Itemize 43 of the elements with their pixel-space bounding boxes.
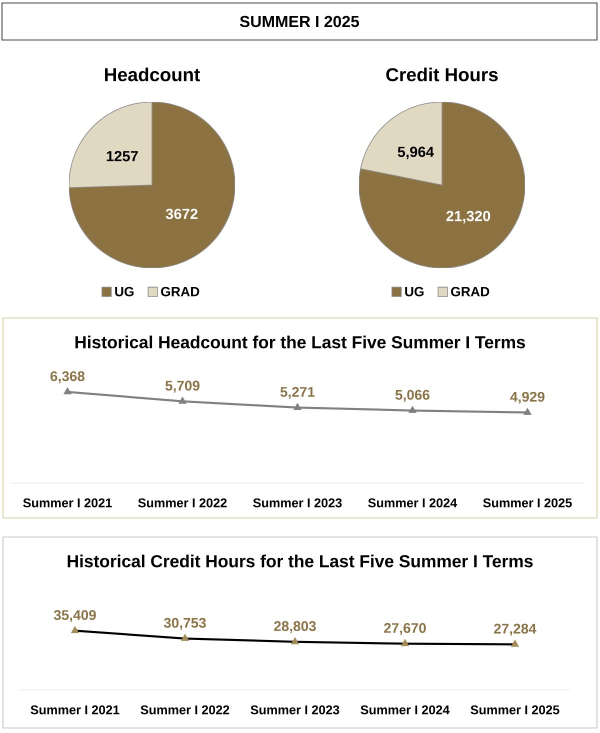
data-label: 5,964 bbox=[398, 146, 434, 160]
x-tick-label: Summer I 2024 bbox=[360, 705, 450, 714]
x-tick-label: Summer I 2021 bbox=[23, 498, 112, 508]
data-label: 35,409 bbox=[54, 610, 96, 622]
data-label: 21,320 bbox=[446, 210, 490, 224]
data-label: 5,066 bbox=[395, 390, 430, 402]
x-tick-label: Summer I 2022 bbox=[140, 705, 230, 714]
chart-title: Historical Credit Hours for the Last Five Summer I Terms bbox=[68, 554, 533, 568]
point bbox=[524, 408, 532, 415]
data-label: 30,753 bbox=[164, 618, 206, 630]
point bbox=[64, 387, 72, 394]
legend-label: GRAD bbox=[161, 286, 200, 296]
x-tick-label: Summer I 2024 bbox=[368, 498, 458, 508]
point bbox=[291, 637, 299, 644]
point bbox=[71, 626, 79, 634]
legend-label: UG bbox=[115, 286, 134, 296]
data-label: 6,368 bbox=[50, 371, 85, 384]
text: SUMMER I 2025 bbox=[240, 16, 360, 28]
x-tick-label: Summer I 2025 bbox=[483, 498, 572, 508]
data-label: 5,271 bbox=[280, 386, 315, 399]
point bbox=[294, 403, 302, 410]
point bbox=[408, 406, 416, 413]
chart-title: Credit Hours bbox=[386, 68, 498, 82]
legend-label: UG bbox=[405, 286, 424, 296]
x-tick-label: Summer I 2022 bbox=[138, 498, 227, 508]
data-label: 27,284 bbox=[494, 624, 536, 636]
data-label: 5,709 bbox=[165, 380, 200, 393]
chart-title: Headcount bbox=[105, 68, 200, 82]
data-label: 28,803 bbox=[274, 621, 316, 634]
data-label: 4,929 bbox=[510, 392, 544, 404]
point bbox=[401, 639, 409, 646]
data-label: 3672 bbox=[166, 208, 198, 220]
x-tick-label: Summer I 2023 bbox=[253, 498, 342, 508]
legend-label: GRAD bbox=[451, 286, 490, 296]
data-label: 1257 bbox=[106, 150, 138, 162]
data-label: 27,670 bbox=[384, 623, 426, 635]
point bbox=[511, 640, 519, 647]
point bbox=[181, 634, 189, 641]
point bbox=[178, 396, 186, 404]
x-tick-label: Summer I 2021 bbox=[30, 705, 120, 714]
x-tick-label: Summer I 2023 bbox=[250, 705, 340, 714]
x-tick-label: Summer I 2025 bbox=[470, 705, 560, 714]
chart-title: Historical Headcount for the Last Five Summer I Terms bbox=[75, 336, 525, 348]
